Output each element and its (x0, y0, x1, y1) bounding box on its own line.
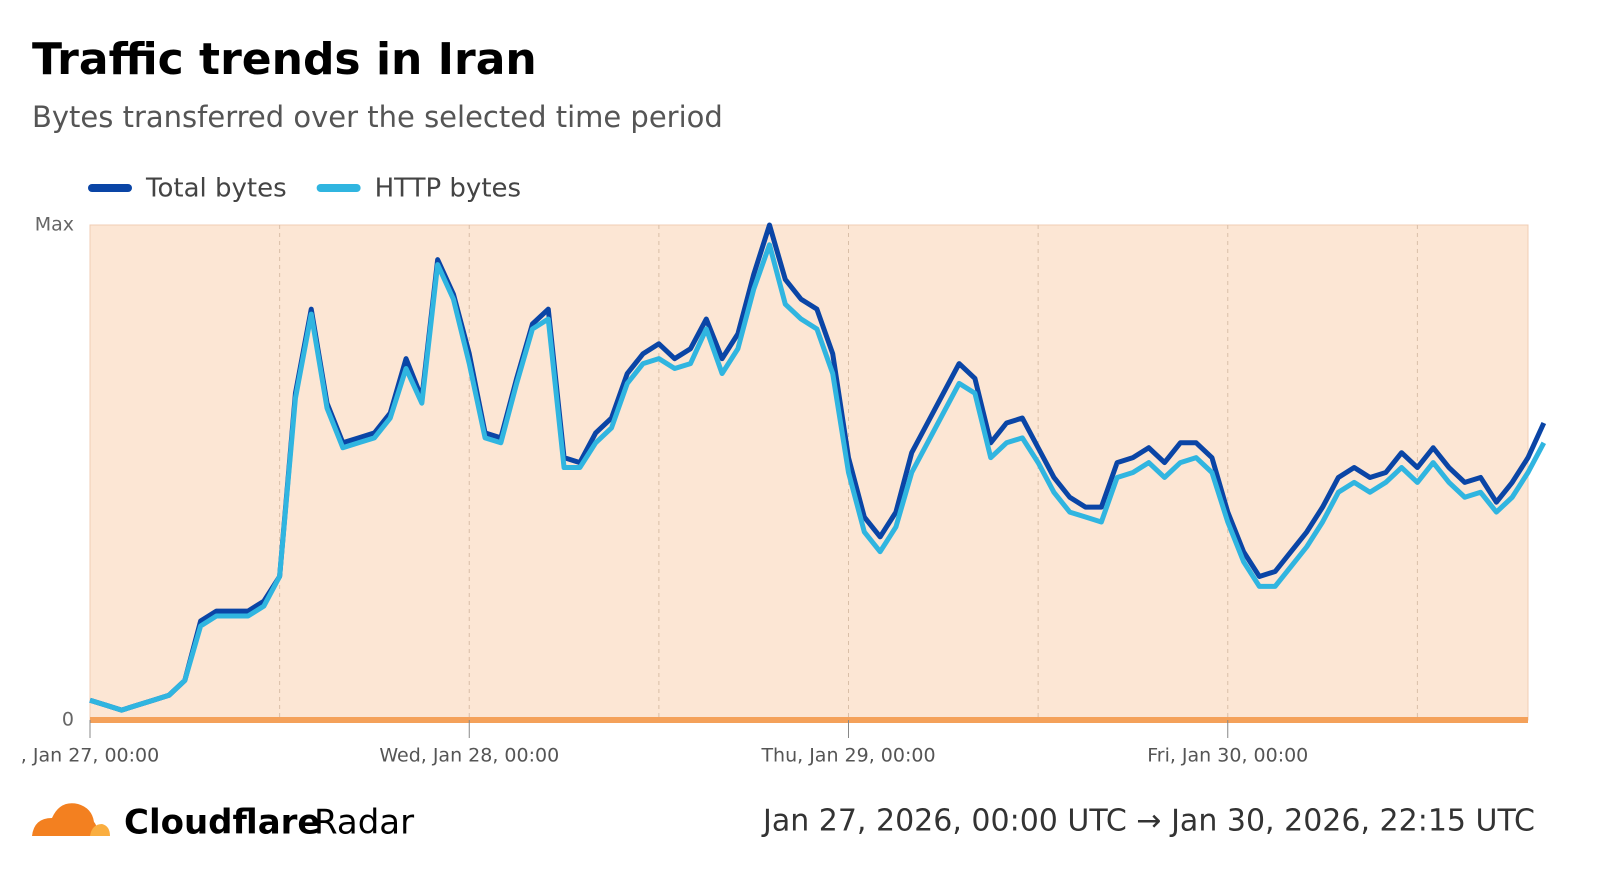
plot-area (89, 224, 1529, 721)
brand-logo (32, 803, 110, 836)
x-tick-label: , Jan 27, 00:00 (21, 745, 159, 767)
legend-label: HTTP bytes (375, 174, 521, 204)
series-line (89, 242, 1547, 713)
legend-label: Total bytes (145, 174, 287, 204)
y-tick-label: 0 (62, 709, 74, 731)
x-tick-label: Wed, Jan 28, 00:00 (379, 745, 559, 767)
x-tick-label: Fri, Jan 30, 00:00 (1147, 745, 1308, 767)
y-tick-label: Max (35, 214, 74, 236)
brand-name: Cloudflare (124, 803, 320, 843)
chart-title: Traffic trends in Iran (32, 34, 537, 85)
x-tick-label: Thu, Jan 29, 00:00 (760, 745, 935, 767)
date-range: Jan 27, 2026, 00:00 UTC → Jan 30, 2026, … (761, 804, 1535, 839)
chart-subtitle: Bytes transferred over the selected time… (32, 100, 723, 134)
brand-product: Radar (314, 803, 414, 843)
